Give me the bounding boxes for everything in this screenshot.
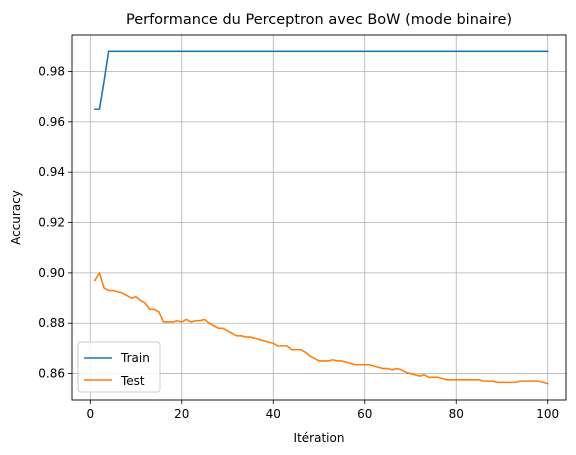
legend: Train Test	[77, 341, 161, 393]
y-tick-label: 0.86	[38, 367, 65, 381]
y-tick-label: 0.92	[38, 216, 65, 230]
legend-frame	[77, 341, 161, 393]
plot-area	[72, 35, 566, 400]
y-tick-label: 0.94	[38, 165, 65, 179]
x-tick-label: 80	[449, 407, 464, 421]
series-line-train	[94, 50, 549, 111]
x-tick-label: 60	[357, 407, 372, 421]
plot-frame	[71, 34, 567, 401]
series-line-test	[93, 272, 549, 385]
x-tick-label: 0	[86, 407, 94, 421]
chart-title: Performance du Perceptron avec BoW (mode…	[126, 12, 512, 28]
y-axis-label: Accuracy	[9, 190, 23, 245]
x-tick-label: 20	[174, 407, 189, 421]
grid	[72, 35, 566, 400]
y-tick-label: 0.96	[38, 115, 65, 129]
ticks: 0 20 40 60 80 100 0.86 0.88 0.90 0.92 0.94 0.96 0.98	[38, 65, 559, 422]
x-axis-label: Itération	[294, 431, 345, 445]
y-tick-label: 0.90	[38, 266, 65, 280]
x-tick-label: 40	[266, 407, 281, 421]
y-tick-label: 0.88	[38, 316, 65, 330]
legend-label-train: Train	[120, 351, 150, 365]
series-lines	[93, 50, 549, 385]
y-tick-label: 0.98	[38, 65, 65, 79]
legend-label-test: Test	[120, 374, 145, 388]
x-tick-label: 100	[536, 407, 559, 421]
